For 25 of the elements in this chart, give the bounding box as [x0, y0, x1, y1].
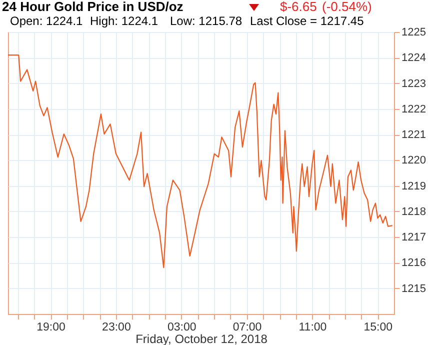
y-tick-label: 1216 — [402, 257, 426, 270]
x-tick-label: 19:00 — [36, 322, 66, 334]
y-tick-label: 1217 — [402, 232, 426, 244]
y-tick-label: 1221 — [402, 129, 426, 142]
text: (-0.54%) — [322, 0, 372, 14]
y-tick-label: 1219 — [402, 180, 426, 192]
line-series — [8, 54, 393, 268]
y-tick-label: 1223 — [402, 78, 426, 90]
text: $-6.65 — [280, 0, 317, 14]
chart-title: 24 Hour Gold Price in USD/oz — [2, 0, 184, 14]
y-tick-label: 1224 — [402, 52, 426, 64]
y-tick-label: 1222 — [402, 103, 426, 116]
x-tick-label: 15:00 — [364, 322, 393, 334]
y-tick-label: 1225 — [402, 26, 426, 38]
x-tick-label: 07:00 — [232, 322, 262, 334]
x-tick-label: 03:00 — [167, 322, 196, 334]
text: Open: 1224.1 — [10, 14, 83, 28]
y-tick-label: 1215 — [402, 282, 426, 295]
text: Last Close = 1217.45 — [250, 14, 364, 28]
x-tick-label: 23:00 — [102, 322, 131, 334]
text: High: 1224.1 — [90, 14, 158, 28]
y-tick-label: 1218 — [402, 206, 426, 218]
y-tick-label: 1220 — [402, 154, 426, 167]
text: Low: 1215.78 — [170, 14, 242, 28]
x-tick-label: 11:00 — [298, 322, 327, 334]
